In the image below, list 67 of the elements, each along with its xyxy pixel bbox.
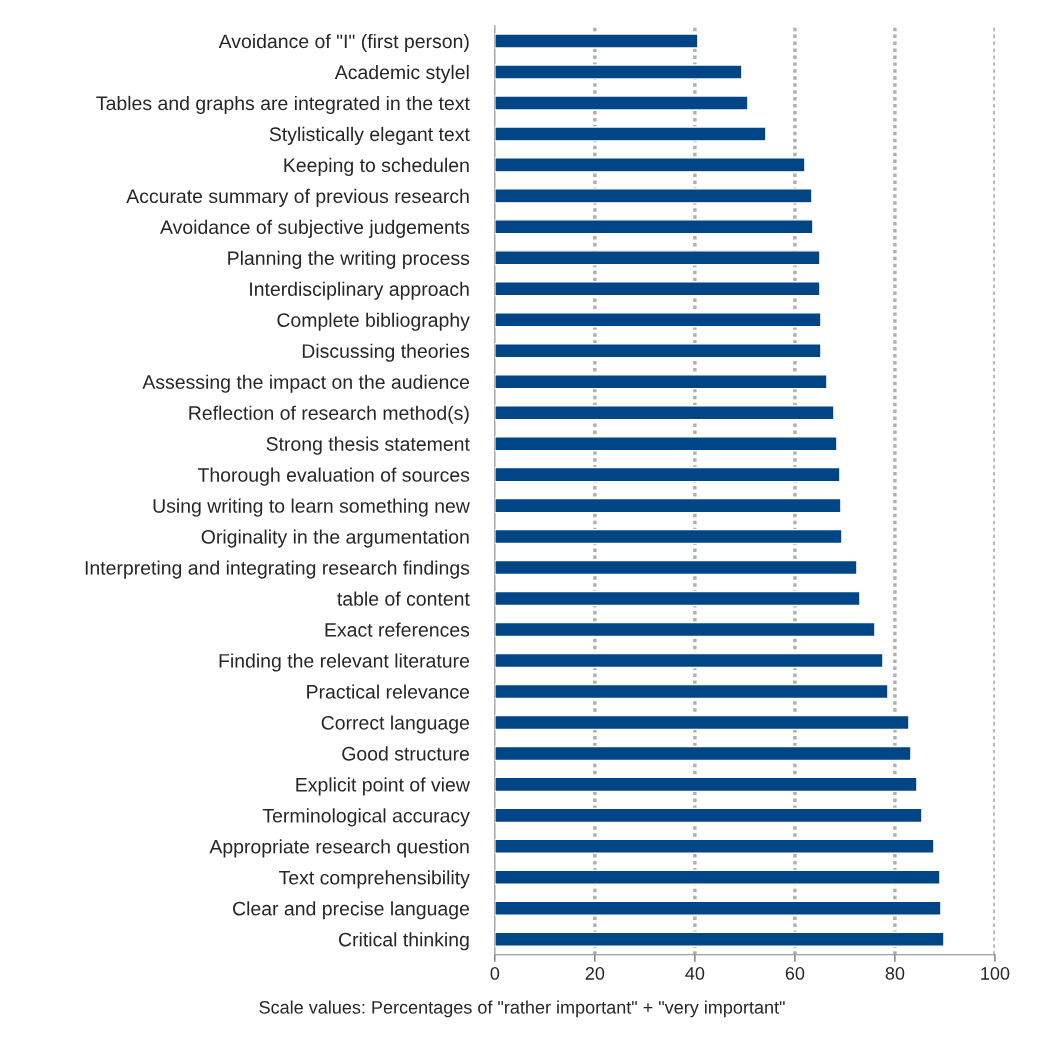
- x-tick-label: 20: [585, 967, 605, 980]
- bar: [494, 126, 767, 142]
- bar: [494, 714, 910, 731]
- bar: [494, 435, 838, 452]
- bar: [494, 590, 861, 607]
- x-tick-label: 0: [490, 967, 500, 980]
- bar: [494, 281, 821, 297]
- y-tick-label: Accurate summary of previous research: [126, 188, 469, 207]
- bar: [494, 64, 743, 80]
- y-tick-label: Interpreting and integrating research findings: [85, 560, 470, 579]
- y-tick-label: Academic stylel: [334, 64, 469, 84]
- y-tick-label: Thorough evaluation of sources: [197, 467, 470, 486]
- y-tick-label: Keeping to schedulen: [284, 157, 469, 176]
- bar: [494, 869, 941, 885]
- bar: [494, 188, 813, 204]
- y-tick-label: Avoidance of subjective judgements: [160, 219, 470, 238]
- bar: [494, 528, 843, 545]
- bar: [494, 683, 889, 700]
- y-tick-label: Clear and precise language: [233, 901, 470, 920]
- y-tick-label: table of content: [337, 591, 470, 606]
- y-tick-label: Planning the writing process: [228, 250, 470, 269]
- bar: [494, 33, 699, 49]
- y-tick-label: Appropriate research question: [209, 839, 469, 858]
- bar: [494, 466, 841, 483]
- y-tick-label: Finding the relevant literature: [219, 653, 470, 672]
- bar: [494, 405, 835, 421]
- y-tick-label: Tables and graphs are integrated in the text: [96, 95, 470, 115]
- y-tick-label: Good structure: [342, 746, 469, 761]
- bar: [494, 157, 806, 173]
- y-tick-label: Interdisciplinary approach: [250, 281, 469, 300]
- y-tick-label: Critical thinking: [339, 932, 469, 951]
- x-tick-label: 80: [885, 967, 905, 980]
- bar: [494, 652, 884, 669]
- bar: [494, 931, 945, 947]
- y-tick-label: Strong thesis statement: [266, 436, 470, 455]
- y-tick-label: Text comprehensibility: [279, 870, 470, 889]
- bar: [494, 95, 749, 111]
- y-tick-label: Originality in the argumentation: [201, 529, 469, 548]
- bar: [494, 374, 828, 390]
- bar: [494, 559, 858, 576]
- x-tick-label: 100: [981, 967, 1010, 980]
- bar: [494, 621, 876, 638]
- x-tick-label: 60: [785, 967, 805, 980]
- y-tick-label: Complete bibliography: [277, 312, 470, 331]
- bar: [494, 745, 912, 762]
- y-tick-label: Correct language: [321, 715, 469, 734]
- y-tick-label: Practical relevance: [307, 684, 469, 699]
- y-tick-label: Avoidance of "I" (first person): [218, 33, 469, 53]
- y-tick-label: Terminological accuracy: [262, 808, 470, 827]
- bar: [494, 807, 923, 824]
- bar: [494, 776, 918, 793]
- bar: [494, 250, 821, 266]
- bar: [494, 900, 942, 916]
- bar: [494, 343, 822, 359]
- bar: [494, 497, 842, 514]
- y-tick-label: Exact references: [325, 622, 470, 637]
- y-tick-label: Explicit point of view: [296, 777, 470, 796]
- bar: [494, 312, 822, 328]
- y-tick-label: Using writing to learn something new: [153, 498, 470, 517]
- y-tick-label: Stylistically elegant text: [269, 126, 470, 145]
- y-tick-label: Assessing the impact on the audience: [142, 374, 470, 393]
- x-tick-label: 40: [685, 967, 705, 980]
- y-tick-label: Discussing theories: [302, 343, 470, 362]
- y-tick-label: Reflection of research method(s): [189, 405, 469, 424]
- bar: [494, 838, 935, 854]
- bar: [494, 219, 814, 235]
- text: Scale values: Percentages of "rather important" + "very important": [259, 1000, 785, 1018]
